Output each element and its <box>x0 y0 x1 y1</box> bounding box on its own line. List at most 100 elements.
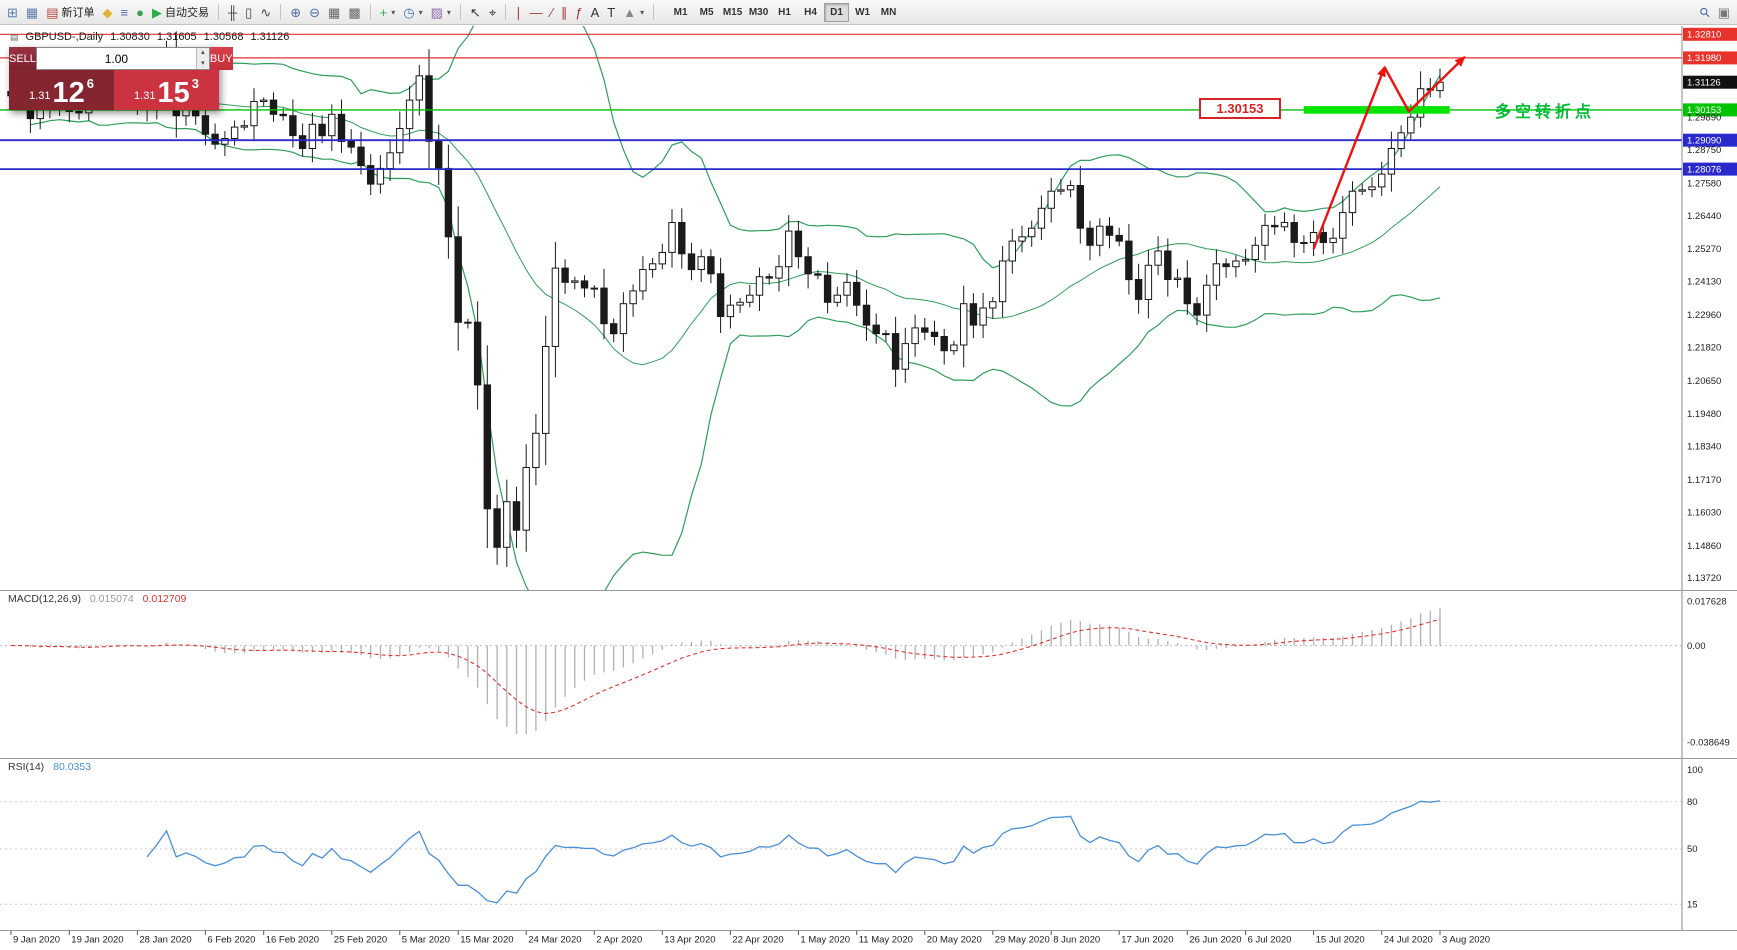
trend-arrow-main[interactable] <box>1312 65 1386 250</box>
volume-control: ▴ ▾ <box>35 47 210 70</box>
svg-text:1.25270: 1.25270 <box>1687 244 1721 255</box>
svg-text:100: 100 <box>1687 765 1703 776</box>
svg-text:0.00: 0.00 <box>1687 641 1706 652</box>
svg-text:15 Jul 2020: 15 Jul 2020 <box>1316 935 1365 946</box>
search-icon: ⚲ <box>1696 3 1714 21</box>
level-price-callout[interactable]: 1.30153 <box>1199 98 1281 119</box>
search-button[interactable]: ⚲ <box>1696 2 1714 22</box>
dropdown-arrow-icon: ▾ <box>391 7 396 17</box>
line-chart-icon: ∿ <box>260 4 272 20</box>
svg-text:1.16030: 1.16030 <box>1687 507 1721 518</box>
timeframe-d1[interactable]: D1 <box>824 2 850 22</box>
trendline-button[interactable]: ∕ <box>548 2 556 22</box>
label-button[interactable]: T <box>604 2 618 22</box>
buy-button[interactable]: BUY <box>209 47 233 70</box>
timeframe-m1[interactable]: M1 <box>668 3 693 22</box>
svg-text:1.17170: 1.17170 <box>1687 475 1721 486</box>
zoom-in-icon: ⊕ <box>290 4 302 20</box>
bollinger-upper-band <box>30 26 1441 269</box>
pivot-note-text[interactable]: 多空转折点 <box>1495 104 1596 121</box>
svg-text:1 May 2020: 1 May 2020 <box>800 935 850 946</box>
dropdown-arrow-icon: ▾ <box>418 7 423 17</box>
timeframe-m15[interactable]: M15 <box>720 3 745 22</box>
zoom-in-button[interactable]: ⊕ <box>287 2 304 22</box>
svg-text:1.18340: 1.18340 <box>1687 442 1721 453</box>
bar-chart-button[interactable]: ╫ <box>225 2 240 22</box>
fibonacci-button[interactable]: ƒ <box>572 2 585 22</box>
ohlc-open: 1.30830 <box>110 31 150 43</box>
templates-button[interactable]: ▨ ▾ <box>428 2 454 22</box>
shapes-button[interactable]: ▲ ▾ <box>620 2 647 22</box>
volume-increase-button[interactable]: ▴ <box>196 48 209 59</box>
svg-text:80: 80 <box>1687 797 1698 808</box>
svg-text:17 Jun 2020: 17 Jun 2020 <box>1121 935 1173 946</box>
new-order-button[interactable]: ▤ 新订单 <box>43 2 97 22</box>
volume-input[interactable] <box>36 48 196 69</box>
timeframe-mn[interactable]: MN <box>876 3 901 22</box>
buy-price-prefix: 1.31 <box>134 90 156 102</box>
vertical-line-icon: ∣ <box>515 4 522 20</box>
svg-text:1.28750: 1.28750 <box>1687 145 1721 156</box>
horizontal-line-button[interactable]: ― <box>527 2 546 22</box>
toolbar-separator <box>459 4 461 20</box>
panel-button[interactable]: ▣ <box>1715 2 1733 22</box>
new-chart-button[interactable]: ⊞ <box>4 2 21 22</box>
zoom-out-button[interactable]: ⊖ <box>306 2 323 22</box>
svg-text:1.19480: 1.19480 <box>1687 409 1721 420</box>
svg-text:3 Aug 2020: 3 Aug 2020 <box>1442 935 1490 946</box>
periods-icon: ◷ <box>403 4 415 20</box>
svg-text:6 Feb 2020: 6 Feb 2020 <box>207 935 255 946</box>
rsi-indicator-label: RSI(14) 80.0353 <box>8 761 91 773</box>
toolbar-separator <box>280 4 282 20</box>
metaeditor-button[interactable]: ◆ <box>100 2 116 22</box>
trend-arrow-continuation[interactable] <box>1383 55 1466 114</box>
svg-text:6 Jul 2020: 6 Jul 2020 <box>1248 935 1292 946</box>
candle-chart-button[interactable]: ▯ <box>242 2 255 22</box>
volume-decrease-button[interactable]: ▾ <box>196 58 209 69</box>
cursor-button[interactable]: ↖ <box>467 2 484 22</box>
line-chart-button[interactable]: ∿ <box>257 2 274 22</box>
crosshair-button[interactable]: ⌖ <box>486 2 499 22</box>
sell-button[interactable]: SELL <box>9 47 36 70</box>
horizontal-line-icon: ― <box>529 4 543 20</box>
channel-button[interactable]: ∥ <box>558 2 571 22</box>
cursor-icon: ↖ <box>469 4 481 20</box>
toolbar-separator <box>653 4 655 20</box>
zoom-out-icon: ⊖ <box>309 4 321 20</box>
sell-price-panel[interactable]: 1.31 12 6 <box>9 70 114 110</box>
symbol-label: GBPUSD-,Daily <box>25 31 104 43</box>
periods-button[interactable]: ◷ ▾ <box>400 2 425 22</box>
buy-price-panel[interactable]: 1.31 15 3 <box>114 70 219 110</box>
text-button[interactable]: A <box>588 2 603 22</box>
shapes-icon: ▲ <box>623 4 637 20</box>
rsi-pane <box>0 800 1682 905</box>
channel-icon: ∥ <box>560 4 568 20</box>
ohlc-low: 1.30568 <box>203 31 244 43</box>
dropdown-arrow-icon: ▾ <box>640 7 645 17</box>
timeframe-m30[interactable]: M30 <box>746 3 771 22</box>
macd-pane <box>0 608 1682 735</box>
community-button[interactable]: ● <box>133 2 147 22</box>
vertical-line-button[interactable]: ∣ <box>512 2 525 22</box>
support-highlight-bar[interactable] <box>1303 106 1450 114</box>
date-axis-labels: 9 Jan 2020 19 Jan 2020 28 Jan 2020 6 Feb 20… <box>10 930 1490 946</box>
tile-windows-button[interactable]: ▦ <box>325 2 343 22</box>
trendline-icon: ∕ <box>550 4 553 20</box>
macd-indicator-label: MACD(12,26,9) 0.015074 0.012709 <box>8 593 186 605</box>
timeframe-m5[interactable]: M5 <box>694 3 719 22</box>
profiles-button[interactable]: ▦ <box>23 2 41 22</box>
autotrading-button[interactable]: ▶ 自动交易 <box>149 2 212 22</box>
timeframe-w1[interactable]: W1 <box>850 3 875 22</box>
market-watch-button[interactable]: ≡ <box>118 2 132 22</box>
toolbar-separator <box>369 4 371 20</box>
timeframe-h1[interactable]: H1 <box>772 3 797 22</box>
ohlc-close: 1.31126 <box>250 31 290 43</box>
rsi-value: 80.0353 <box>53 761 92 773</box>
indicators-button[interactable]: + ▾ <box>377 2 399 22</box>
timeframe-h4[interactable]: H4 <box>798 3 823 22</box>
svg-text:20 May 2020: 20 May 2020 <box>927 935 982 946</box>
svg-text:24 Jul 2020: 24 Jul 2020 <box>1384 935 1433 946</box>
cascade-windows-button[interactable]: ▩ <box>345 2 363 22</box>
